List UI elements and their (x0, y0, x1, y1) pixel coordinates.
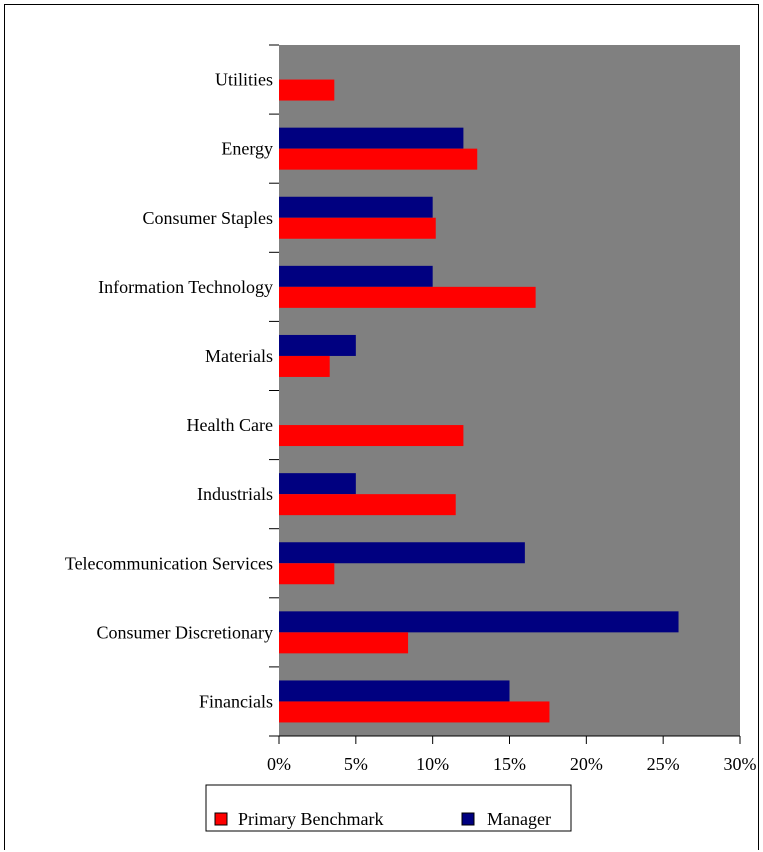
category-label-energy: Energy (221, 139, 273, 159)
legend-label-primary-benchmark: Primary Benchmark (238, 809, 383, 829)
bar-manager-consumer-staples (279, 196, 433, 218)
x-axis: 0% 5% 10% 15% 20% 25% 30% (267, 735, 757, 774)
category-label-health-care: Health Care (187, 415, 273, 435)
category-label-consumer-discretionary: Consumer Discretionary (97, 622, 273, 642)
x-tick-label: 25% (647, 754, 680, 774)
chart-frame: Utilities Energy Consumer Staples Informati… (4, 4, 759, 850)
x-tick-label: 20% (570, 754, 603, 774)
bar-manager-consumer-discretionary (279, 611, 679, 633)
bar-primary-benchmark-energy (279, 148, 478, 170)
legend-swatch-manager (461, 812, 475, 826)
bar-manager-information-technology (279, 265, 433, 287)
bars-group (279, 79, 679, 723)
bar-primary-benchmark-consumer-staples (279, 217, 436, 239)
bar-primary-benchmark-materials (279, 355, 330, 377)
bar-manager-industrials (279, 473, 356, 495)
category-label-materials: Materials (205, 346, 273, 366)
bar-primary-benchmark-financials (279, 701, 550, 723)
bar-manager-energy (279, 127, 464, 149)
legend-swatch-primary-benchmark (214, 812, 228, 826)
y-axis: Utilities Energy Consumer Staples Informati… (65, 44, 279, 737)
bar-primary-benchmark-utilities (279, 79, 335, 101)
category-label-telecommunication-services: Telecommunication Services (65, 553, 273, 573)
category-label-utilities: Utilities (215, 70, 273, 90)
x-tick-label: 30% (724, 754, 757, 774)
bar-primary-benchmark-consumer-discretionary (279, 632, 409, 654)
bar-chart: Utilities Energy Consumer Staples Informati… (65, 44, 757, 832)
bar-manager-telecommunication-services (279, 542, 525, 564)
x-tick-label: 5% (344, 754, 368, 774)
bar-primary-benchmark-information-technology (279, 286, 536, 308)
bar-primary-benchmark-health-care (279, 425, 464, 447)
bar-primary-benchmark-telecommunication-services (279, 563, 335, 585)
x-tick-label: 10% (416, 754, 449, 774)
x-tick-label: 0% (267, 754, 291, 774)
bar-primary-benchmark-industrials (279, 494, 456, 516)
bar-manager-financials (279, 680, 510, 702)
x-tick-label: 15% (493, 754, 526, 774)
category-label-industrials: Industrials (197, 484, 273, 504)
category-label-information-technology: Information Technology (98, 277, 273, 297)
legend-label-manager: Manager (487, 809, 551, 829)
legend-box (205, 784, 572, 832)
category-label-consumer-staples: Consumer Staples (143, 208, 274, 228)
category-label-financials: Financials (199, 691, 273, 711)
legend: Primary Benchmark Manager (205, 784, 572, 832)
bar-manager-materials (279, 334, 356, 356)
